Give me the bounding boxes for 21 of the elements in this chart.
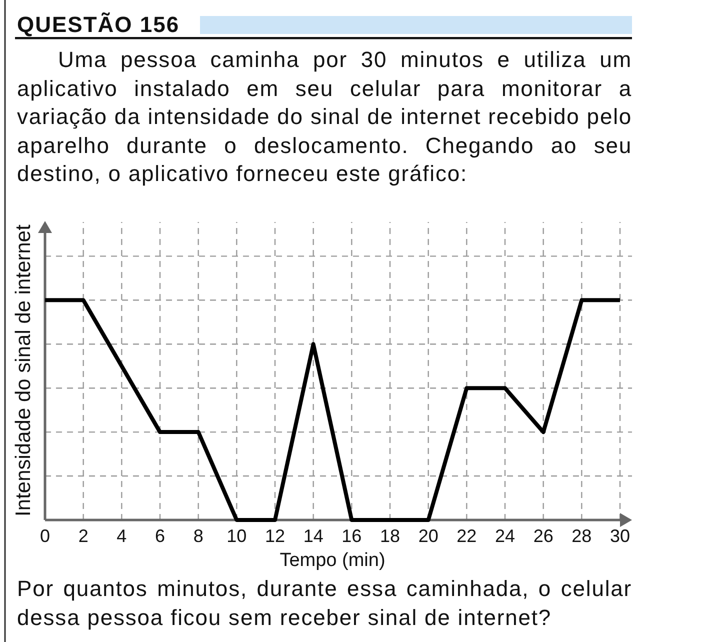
x-tick-label: 4 — [116, 526, 127, 546]
x-tick-label: 22 — [456, 526, 477, 546]
x-tick-label: 26 — [533, 526, 554, 546]
x-tick-label: 24 — [494, 526, 516, 546]
x-tick-label: 0 — [40, 526, 50, 546]
x-tick-label: 20 — [418, 526, 438, 546]
chart-subtitle: Uma pessoa caminha por 30 minutos e utiliza um aplicativo instalado em seu celular para monitorar a variação da intensidade do sinal de internet recebido pelo aparelho durante o deslocamento. Chegando ao seu destino, o aplicativo forneceu este gráfico: — [17, 46, 632, 188]
x-tick-label: 2 — [78, 526, 88, 546]
x-tick-label: 16 — [342, 526, 362, 546]
x-tick-label: 18 — [380, 526, 400, 546]
chart-title: QUESTÃO 156 — [17, 12, 180, 37]
text: Por quantos minutos, durante essa caminhada, o celular dessa pessoa ficou sem receber sinal de internet? — [17, 575, 632, 632]
x-tick-label: 10 — [226, 526, 247, 546]
x-tick-label: 6 — [154, 526, 166, 546]
x-tick-label: 28 — [572, 526, 592, 546]
y-axis-title: Intensidade do sinal de internet — [12, 224, 35, 516]
x-tick-label: 30 — [610, 526, 630, 546]
x-tick-label: 8 — [193, 526, 204, 546]
x-axis-title: Tempo (min) — [280, 550, 386, 571]
x-tick-label: 14 — [303, 526, 324, 546]
x-tick-label: 12 — [264, 526, 286, 546]
